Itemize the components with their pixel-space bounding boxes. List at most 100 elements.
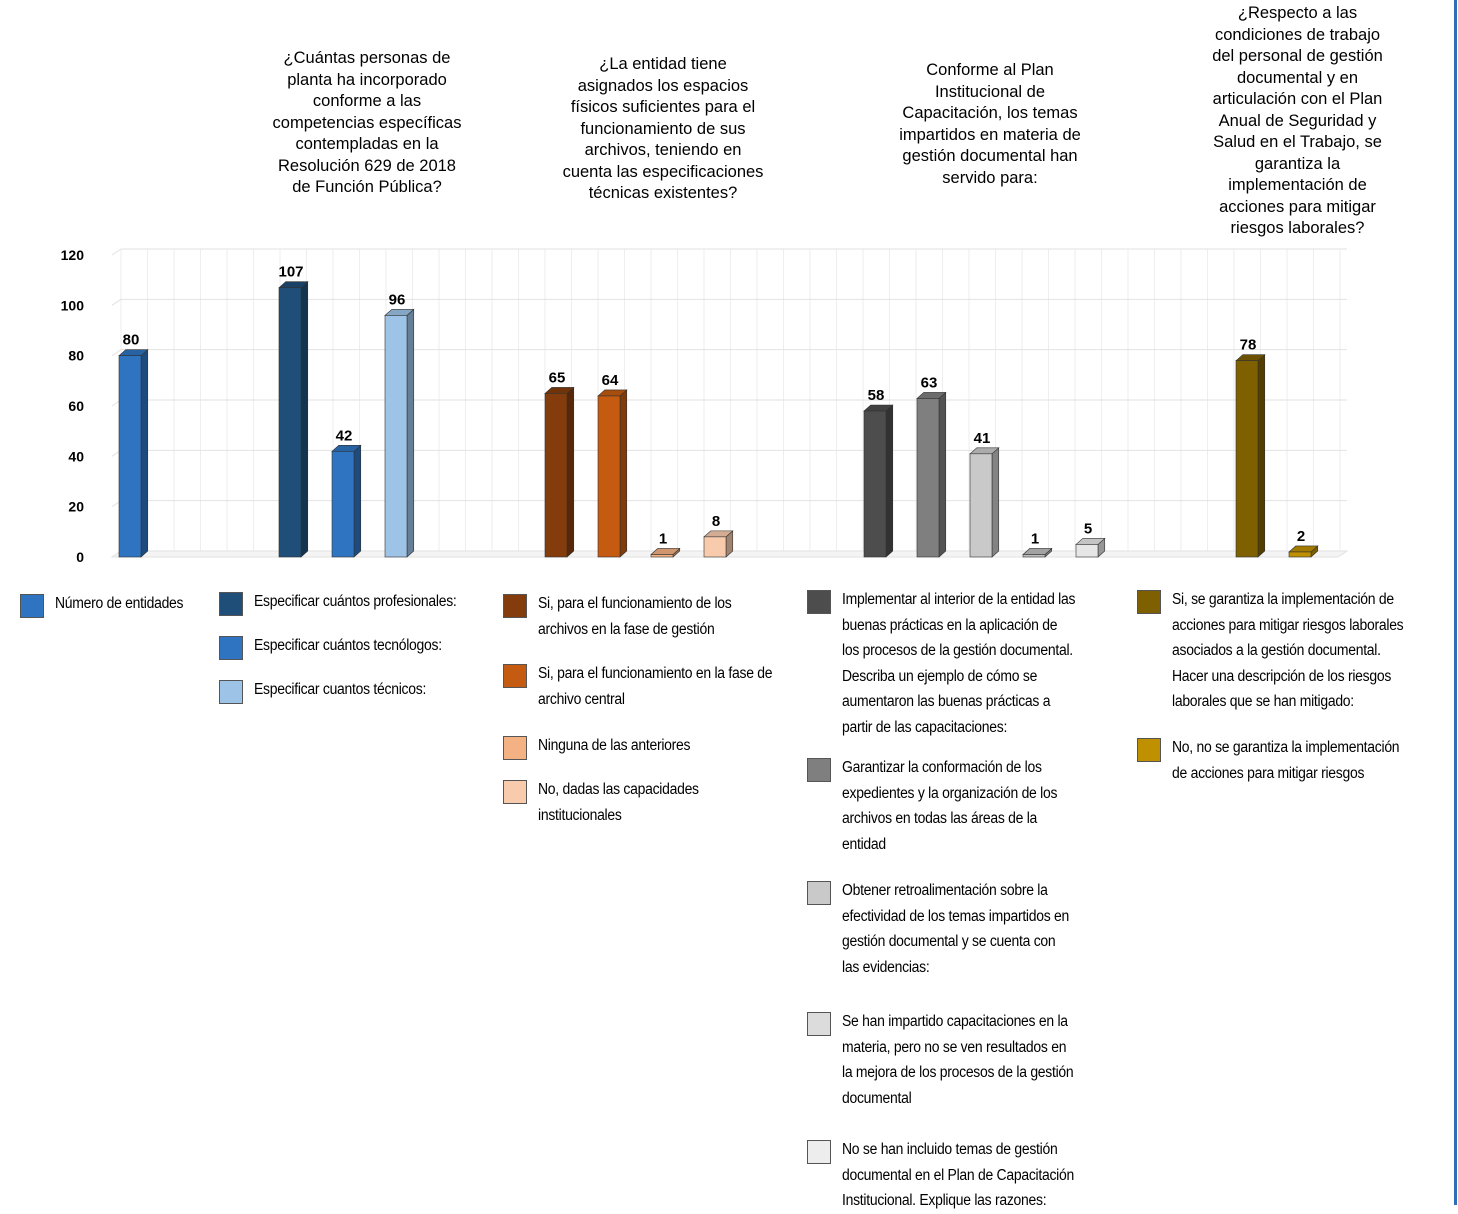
bar-side (1257, 354, 1266, 558)
bar-chart: 0 20 40 60 80 100 120 80 107 42 96 65 64 1 8 58 63 41 1 5 78… (61, 247, 1349, 565)
bar (1022, 554, 1046, 558)
bar (916, 398, 940, 558)
bar (650, 554, 674, 558)
legend-swatch (503, 664, 527, 688)
legend-swatch (807, 1012, 831, 1036)
legend-swatch (807, 590, 831, 614)
bar (597, 395, 621, 558)
grid-line-diagonal (111, 349, 122, 357)
data-label: 1 (659, 530, 667, 547)
bar (703, 536, 727, 558)
bar-side (300, 281, 309, 558)
legend-item: Especificar cuántos tecnólogos: (219, 636, 463, 660)
legend-item: Especificar cuántos profesionales: (219, 592, 479, 616)
data-label: 42 (336, 427, 353, 444)
legend-label: Garantizar la conformación de los expedi… (842, 759, 1058, 853)
bar-side (938, 391, 947, 558)
bar (544, 393, 568, 558)
bar (969, 453, 993, 558)
bar (863, 410, 887, 558)
legend-label: Se han impartido capacitaciones en la ma… (842, 1013, 1074, 1107)
legend-label: No, dadas las capacidades institucionale… (538, 781, 699, 824)
grid-line-diagonal (111, 298, 122, 306)
grid-line-diagonal (111, 248, 122, 256)
bar (1075, 544, 1099, 558)
y-tick-label: 80 (68, 348, 84, 364)
legend-item: No se han incluido temas de gestión docu… (807, 1140, 1100, 1214)
legend-label: Obtener retroalimentación sobre la efect… (842, 882, 1070, 976)
legend-label: No, no se garantiza la implementación de… (1172, 739, 1400, 782)
legend-item: No, no se garantiza la implementación de… (1137, 738, 1425, 786)
question-title-3: Conforme al Plan Institucional de Capaci… (899, 61, 1081, 187)
legend-swatch (807, 881, 831, 905)
y-tick-label: 60 (68, 398, 84, 414)
bar-side (991, 447, 1000, 558)
legend-item: Implementar al interior de la entidad la… (807, 590, 1101, 740)
legend-label: Si, para el funcionamiento en la fase de… (538, 665, 773, 708)
legend-label: Si, para el funcionamiento de los archiv… (538, 595, 732, 638)
y-tick-label: 120 (61, 247, 85, 263)
legend-swatch (807, 758, 831, 782)
y-tick-label: 20 (68, 499, 84, 515)
bar (118, 355, 142, 558)
bar-side (140, 348, 149, 558)
legend-item: No, dadas las capacidades institucionale… (503, 780, 717, 828)
data-label: 58 (868, 387, 885, 404)
legend-swatch (219, 636, 243, 660)
data-label: 1 (1031, 530, 1039, 547)
legend-swatch (503, 736, 527, 760)
legend-swatch (1137, 738, 1161, 762)
legend-swatch (503, 780, 527, 804)
legend-swatch (807, 1140, 831, 1164)
legend-label: Número de entidades (55, 595, 184, 612)
legend-item: Si, para el funcionamiento de los archiv… (503, 594, 753, 642)
data-label: 96 (389, 291, 406, 308)
data-label: 107 (278, 264, 303, 281)
legend-item: Número de entidades (20, 594, 198, 618)
data-label: 65 (549, 369, 566, 386)
data-label: 2 (1297, 528, 1305, 545)
legend-swatch (503, 594, 527, 618)
legend-item: Obtener retroalimentación sobre la efect… (807, 881, 1094, 980)
page-right-border (1454, 0, 1457, 1205)
legend-label: Si, se garantiza la implementación de ac… (1172, 591, 1404, 710)
data-label: 63 (921, 374, 938, 391)
bar (1288, 551, 1312, 558)
question-title-1: ¿Cuántas personas de planta ha incorpora… (272, 49, 462, 196)
legend-swatch (1137, 590, 1161, 614)
data-label: 8 (712, 513, 720, 530)
data-label: 5 (1084, 520, 1092, 537)
legend-swatch (20, 594, 44, 618)
legend-item: Ninguna de las anteriores (503, 736, 707, 760)
data-label: 78 (1240, 337, 1257, 354)
legend-label: No se han incluido temas de gestión docu… (842, 1141, 1074, 1209)
bar (1235, 360, 1259, 558)
question-title-2: ¿La entidad tiene asignados los espacios… (562, 55, 764, 202)
data-label: 80 (123, 332, 140, 349)
legend-label: Implementar al interior de la entidad la… (842, 591, 1076, 736)
bar (331, 450, 355, 558)
bar-side (353, 444, 362, 558)
bar (278, 287, 302, 558)
legend-swatch (219, 680, 243, 704)
legend-label: Ninguna de las anteriores (538, 737, 691, 754)
legend-swatch (219, 592, 243, 616)
bar-side (885, 404, 894, 558)
legend-item: Garantizar la conformación de los expedi… (807, 758, 1081, 857)
data-label: 41 (974, 430, 991, 447)
legend-item: Si, se garantiza la implementación de ac… (1137, 590, 1429, 715)
legend-item: Especificar cuantos técnicos: (219, 680, 445, 704)
legend-label: Especificar cuantos técnicos: (254, 681, 427, 698)
legend-label: Especificar cuántos profesionales: (254, 593, 457, 610)
legend-label: Especificar cuántos tecnólogos: (254, 637, 442, 654)
bar (384, 315, 408, 558)
legend-item: Si, para el funcionamiento en la fase de… (503, 664, 798, 712)
bar-side (619, 389, 628, 558)
y-tick-label: 0 (76, 549, 84, 565)
y-tick-label: 100 (61, 297, 85, 313)
legend-item: Se han impartido capacitaciones en la ma… (807, 1012, 1099, 1111)
bar-side (406, 308, 415, 558)
question-title-4: ¿Respecto a las condiciones de trabajo d… (1212, 4, 1383, 237)
data-label: 64 (602, 372, 619, 389)
bar-side (566, 386, 575, 558)
